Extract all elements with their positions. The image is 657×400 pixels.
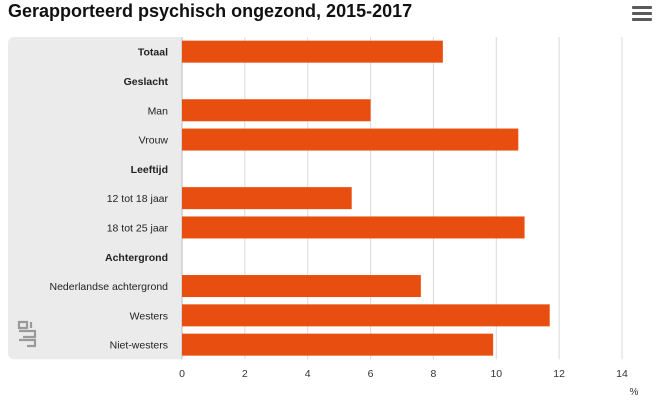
x-tick-label: 10 [490,368,502,380]
x-tick-label: 6 [368,368,374,380]
bar [182,333,494,356]
x-tick-label: 0 [179,368,185,380]
label-panel-edge [172,37,182,360]
bar [182,187,352,210]
label-panel-bg [8,37,182,360]
group-header-label: Achtergrond [105,252,168,264]
category-label: 12 tot 18 jaar [107,193,169,205]
cbs-logo-icon [17,320,37,348]
x-axis-unit: % [630,387,639,398]
x-axis-ticks: 0 2 4 6 8 10 12 14 [179,368,628,380]
category-label: 18 tot 25 jaar [107,222,169,234]
x-tick-label: 12 [553,368,565,380]
category-label: Niet-westers [110,340,168,352]
bar [182,304,550,327]
x-tick-label: 4 [305,368,311,380]
label-panel [8,37,182,360]
x-tick-label: 8 [431,368,437,380]
bar [182,99,371,122]
bar [182,128,519,151]
x-tick-label: 2 [242,368,248,380]
bar [182,216,525,239]
chart-title: Gerapporteerd psychisch ongezond, 2015-2… [8,1,413,21]
bars [182,40,550,356]
hamburger-menu-icon[interactable] [632,6,652,22]
group-header-label: Geslacht [124,76,169,88]
group-header-label: Totaal [138,47,168,59]
category-labels: Totaal Geslacht Man Vrouw Leeftijd 12 tot 18 … [50,47,169,352]
group-header-label: Leeftijd [131,164,168,176]
category-label: Nederlandse achtergrond [50,281,169,293]
bar [182,275,421,298]
x-tick-label: 14 [616,368,628,380]
bar [182,40,443,63]
category-label: Westers [130,310,168,322]
category-label: Vrouw [139,135,169,147]
category-label: Man [148,105,169,117]
